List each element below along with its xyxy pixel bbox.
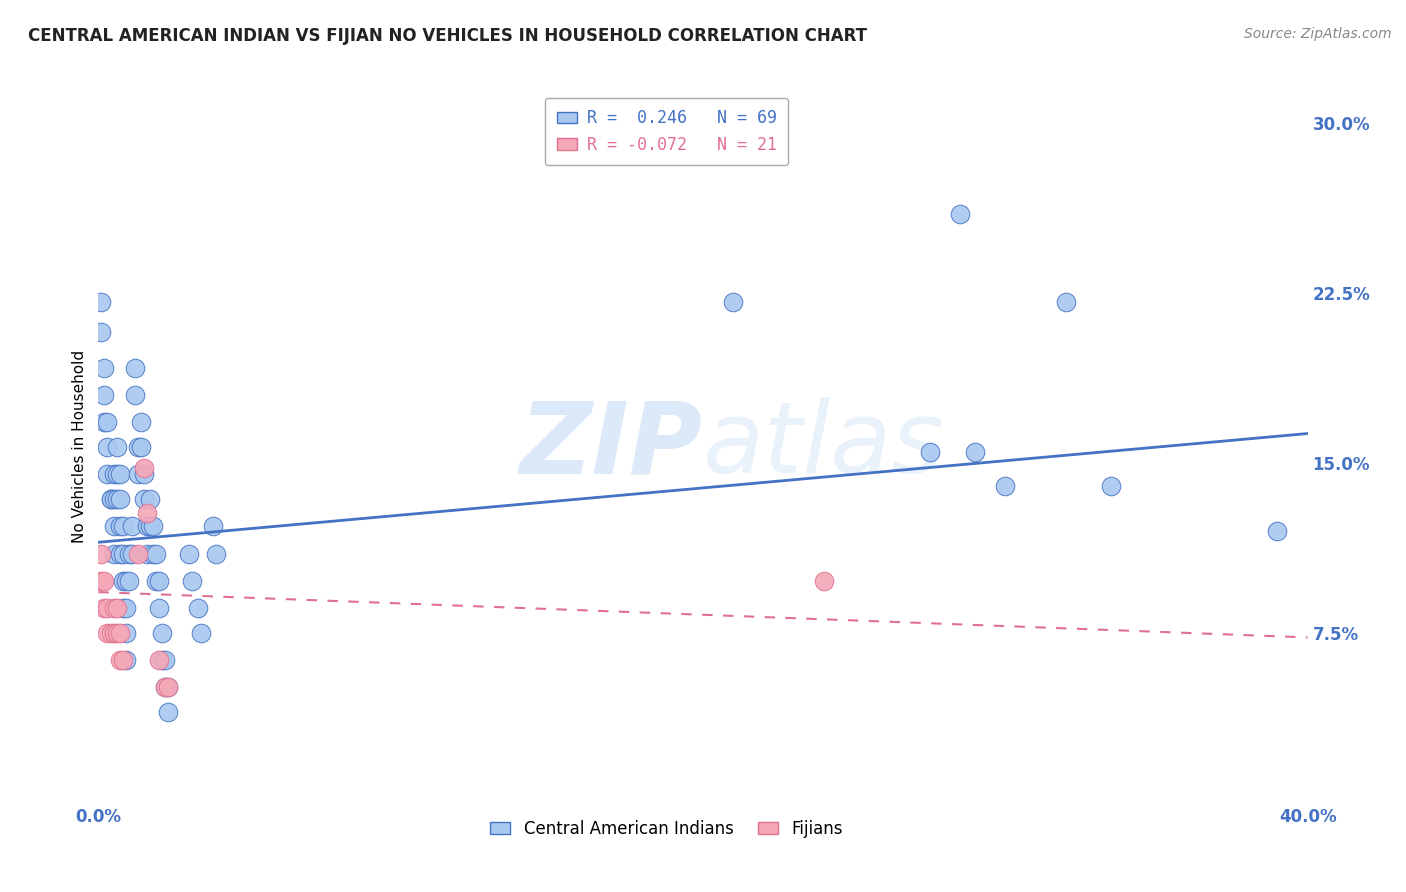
Point: [135, 519, 157, 533]
Point: [108, 519, 131, 533]
Point: [114, 653, 136, 667]
Point: [121, 547, 143, 561]
Point: [105, 601, 128, 615]
Point: [90, 547, 112, 561]
Point: [139, 519, 162, 533]
Point: [111, 653, 134, 667]
Point: [103, 601, 125, 615]
Point: [103, 626, 125, 640]
Point: [132, 492, 155, 507]
Point: [103, 547, 125, 561]
Point: [121, 519, 143, 533]
Point: [96, 601, 118, 615]
Point: [93, 360, 115, 375]
Point: [105, 440, 128, 454]
Point: [103, 467, 125, 482]
Point: [145, 547, 167, 561]
Point: [148, 574, 170, 588]
Point: [132, 460, 155, 475]
Point: [129, 415, 152, 429]
Point: [190, 626, 212, 640]
Point: [100, 492, 122, 507]
Y-axis label: No Vehicles in Household: No Vehicles in Household: [72, 350, 87, 542]
Point: [148, 601, 170, 615]
Point: [202, 519, 225, 533]
Text: CENTRAL AMERICAN INDIAN VS FIJIAN NO VEHICLES IN HOUSEHOLD CORRELATION CHART: CENTRAL AMERICAN INDIAN VS FIJIAN NO VEH…: [28, 27, 868, 45]
Point: [114, 601, 136, 615]
Point: [142, 547, 165, 561]
Point: [139, 492, 162, 507]
Point: [965, 444, 987, 458]
Point: [135, 547, 157, 561]
Point: [111, 574, 134, 588]
Point: [103, 519, 125, 533]
Point: [96, 626, 118, 640]
Point: [181, 574, 204, 588]
Point: [153, 653, 176, 667]
Point: [114, 574, 136, 588]
Point: [124, 388, 146, 402]
Point: [93, 388, 115, 402]
Point: [90, 325, 112, 339]
Point: [918, 444, 941, 458]
Point: [90, 574, 112, 588]
Point: [949, 207, 972, 221]
Point: [179, 547, 201, 561]
Point: [127, 440, 149, 454]
Point: [108, 653, 131, 667]
Point: [111, 519, 134, 533]
Point: [96, 415, 118, 429]
Point: [723, 295, 745, 310]
Point: [1099, 478, 1122, 492]
Point: [114, 626, 136, 640]
Point: [142, 519, 165, 533]
Point: [105, 626, 128, 640]
Point: [994, 478, 1017, 492]
Point: [129, 440, 152, 454]
Point: [96, 467, 118, 482]
Point: [105, 467, 128, 482]
Point: [108, 467, 131, 482]
Point: [156, 705, 179, 719]
Point: [118, 574, 141, 588]
Point: [150, 626, 173, 640]
Point: [90, 295, 112, 310]
Point: [145, 574, 167, 588]
Text: Source: ZipAtlas.com: Source: ZipAtlas.com: [1244, 27, 1392, 41]
Point: [93, 601, 115, 615]
Point: [153, 680, 176, 694]
Point: [93, 574, 115, 588]
Point: [127, 547, 149, 561]
Point: [148, 653, 170, 667]
Point: [1267, 524, 1289, 538]
Point: [111, 547, 134, 561]
Legend: Central American Indians, Fijians: Central American Indians, Fijians: [484, 814, 849, 845]
Point: [124, 360, 146, 375]
Point: [135, 506, 157, 520]
Point: [111, 601, 134, 615]
Point: [1054, 295, 1077, 310]
Point: [205, 547, 228, 561]
Point: [100, 492, 122, 507]
Point: [187, 601, 209, 615]
Point: [150, 653, 173, 667]
Point: [156, 680, 179, 694]
Text: atlas: atlas: [703, 398, 945, 494]
Point: [813, 574, 835, 588]
Point: [96, 440, 118, 454]
Point: [153, 680, 176, 694]
Point: [108, 626, 131, 640]
Point: [100, 626, 122, 640]
Point: [127, 467, 149, 482]
Point: [93, 415, 115, 429]
Point: [108, 547, 131, 561]
Point: [108, 492, 131, 507]
Point: [132, 467, 155, 482]
Point: [156, 680, 179, 694]
Text: ZIP: ZIP: [520, 398, 703, 494]
Point: [103, 492, 125, 507]
Point: [105, 492, 128, 507]
Point: [118, 547, 141, 561]
